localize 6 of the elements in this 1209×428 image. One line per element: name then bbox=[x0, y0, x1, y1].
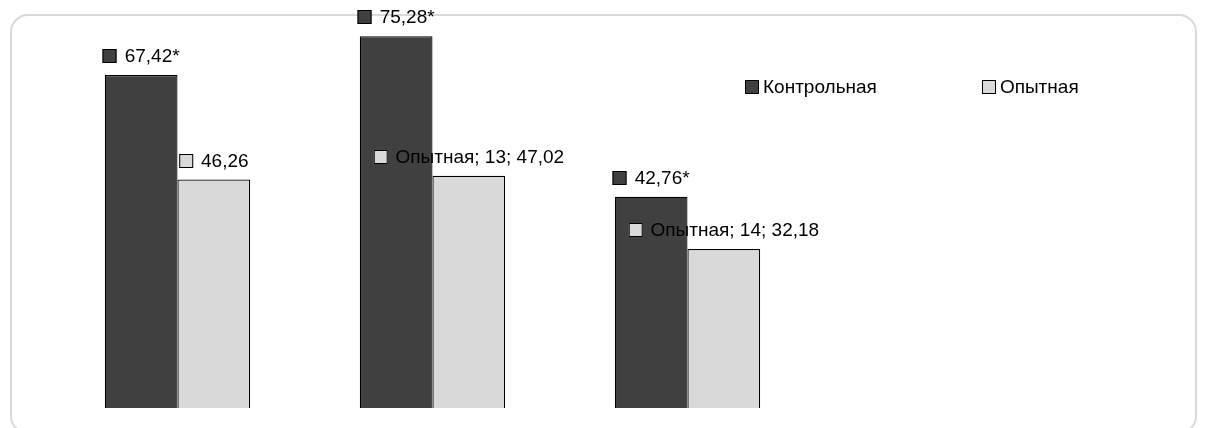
data-label: 75,28* bbox=[379, 6, 435, 29]
data-label: 42,76* bbox=[634, 166, 690, 189]
legend-label: Контрольная bbox=[763, 76, 877, 98]
data-label: 46,26 bbox=[201, 149, 249, 172]
data-label: 67,42* bbox=[124, 45, 180, 68]
legend-label: Опытная bbox=[999, 76, 1079, 98]
